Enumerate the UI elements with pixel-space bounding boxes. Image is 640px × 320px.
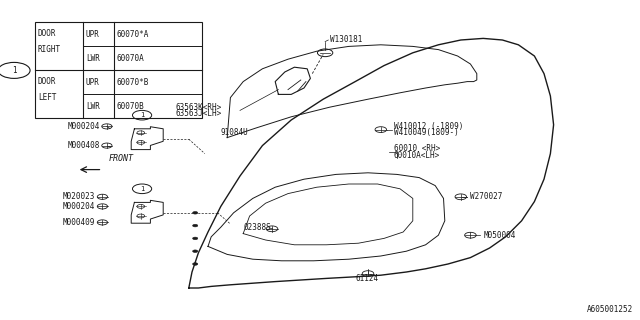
Text: A605001252: A605001252 bbox=[588, 305, 634, 314]
Text: 60070B: 60070B bbox=[116, 102, 144, 111]
Text: W130181: W130181 bbox=[330, 36, 362, 44]
Text: UPR: UPR bbox=[86, 78, 100, 87]
Text: M000408: M000408 bbox=[67, 141, 100, 150]
Text: M020023: M020023 bbox=[63, 192, 95, 201]
Circle shape bbox=[193, 250, 198, 252]
Text: M000204: M000204 bbox=[67, 122, 100, 131]
Text: W410012 (-1809): W410012 (-1809) bbox=[394, 122, 463, 131]
Circle shape bbox=[193, 263, 198, 265]
Text: M000409: M000409 bbox=[63, 218, 95, 227]
Text: 63563K<RH>: 63563K<RH> bbox=[176, 103, 222, 112]
Text: 60010 <RH>: 60010 <RH> bbox=[394, 144, 440, 153]
Text: W270027: W270027 bbox=[470, 192, 503, 201]
Text: 02388S: 02388S bbox=[243, 223, 271, 232]
Text: 1: 1 bbox=[12, 66, 17, 75]
Text: W410049(1809-): W410049(1809-) bbox=[394, 128, 458, 137]
Circle shape bbox=[193, 212, 198, 214]
Text: 63563J<LH>: 63563J<LH> bbox=[176, 109, 222, 118]
Bar bbox=[35, 22, 202, 118]
Circle shape bbox=[193, 224, 198, 227]
Text: 60070*B: 60070*B bbox=[116, 78, 149, 87]
Text: LWR: LWR bbox=[86, 102, 100, 111]
Text: RIGHT: RIGHT bbox=[38, 45, 61, 54]
Text: 1: 1 bbox=[140, 186, 144, 192]
Text: 60070A: 60070A bbox=[116, 54, 144, 63]
Circle shape bbox=[193, 237, 198, 240]
Text: DOOR: DOOR bbox=[38, 29, 56, 38]
Text: 91084U: 91084U bbox=[221, 128, 248, 137]
Text: FRONT: FRONT bbox=[109, 154, 134, 163]
Text: UPR: UPR bbox=[86, 30, 100, 39]
Text: 61124: 61124 bbox=[355, 274, 378, 283]
Text: LEFT: LEFT bbox=[38, 93, 56, 102]
Text: 1: 1 bbox=[140, 112, 144, 118]
Text: 60010A<LH>: 60010A<LH> bbox=[394, 151, 440, 160]
Text: DOOR: DOOR bbox=[38, 77, 56, 86]
Text: LWR: LWR bbox=[86, 54, 100, 63]
Text: M050004: M050004 bbox=[483, 231, 516, 240]
Text: M000204: M000204 bbox=[63, 202, 95, 211]
Text: 60070*A: 60070*A bbox=[116, 30, 149, 39]
